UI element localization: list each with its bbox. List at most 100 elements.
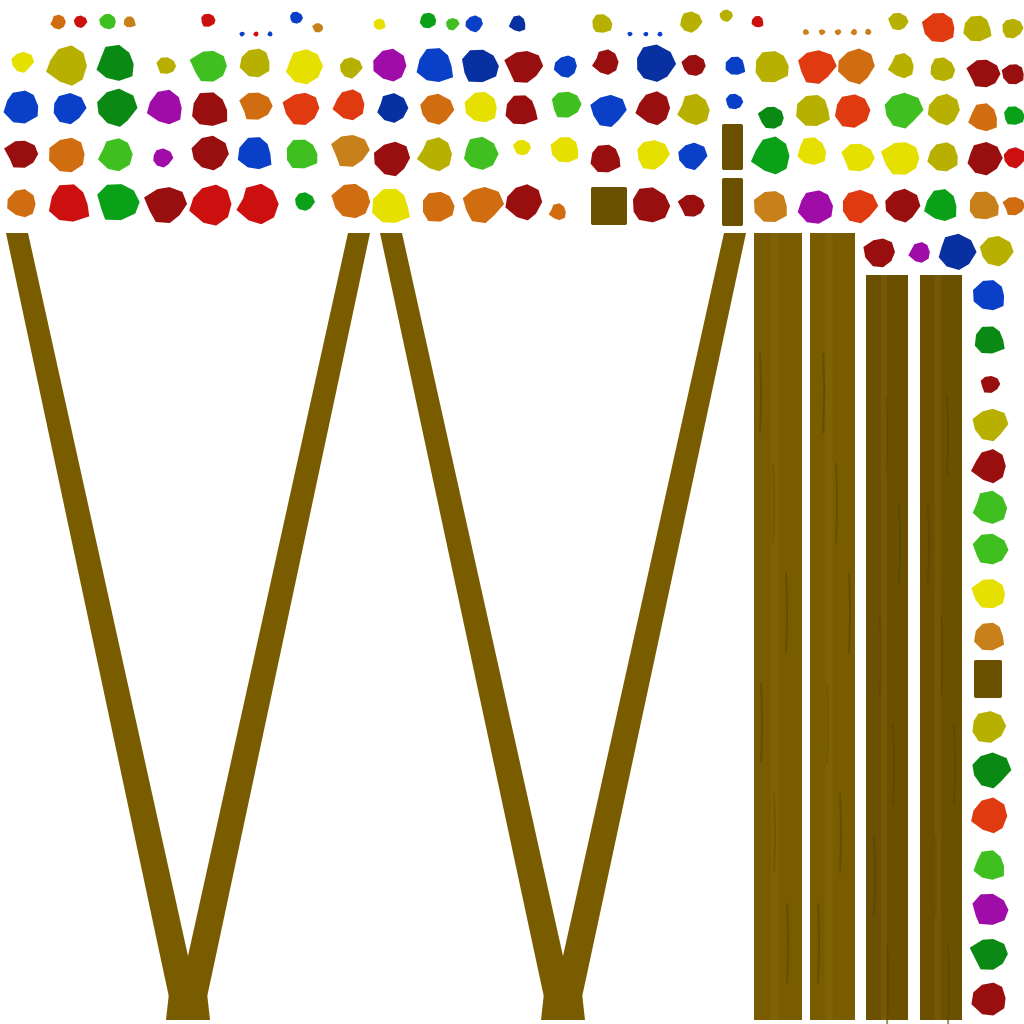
paint-swatch <box>551 91 582 118</box>
paint-swatch <box>97 88 138 127</box>
paint-swatch <box>927 142 958 172</box>
paint-swatch <box>850 28 857 36</box>
v-frame-right-bar <box>559 233 746 1020</box>
paint-swatch <box>286 49 324 85</box>
wood-grain-stripe <box>759 352 762 434</box>
paint-swatch <box>972 711 1007 743</box>
paint-swatch <box>590 94 627 127</box>
paint-swatch <box>462 49 499 83</box>
wood-grain-stripe <box>934 834 937 916</box>
wood-grain-stripe <box>927 504 930 586</box>
paint-swatch <box>725 93 744 110</box>
paint-swatch <box>553 55 577 78</box>
paint-swatch <box>156 57 177 74</box>
paint-swatch <box>462 187 505 224</box>
paint-swatch <box>331 135 370 167</box>
paint-swatch <box>968 103 997 132</box>
wood-grain-stripe <box>817 902 820 984</box>
paint-swatch <box>508 15 526 32</box>
paint-swatch <box>590 144 621 173</box>
paint-swatch <box>818 29 826 35</box>
wood-plank-highlight <box>880 275 887 1020</box>
paint-swatch <box>416 48 454 82</box>
paint-swatch <box>446 18 460 31</box>
wood-grain-stripe <box>953 724 956 806</box>
paint-swatch <box>372 188 410 223</box>
paint-swatch <box>7 189 36 218</box>
paint-swatch <box>423 191 455 222</box>
paint-swatch <box>972 752 1012 789</box>
paint-swatch <box>972 533 1009 565</box>
paint-swatch <box>921 13 955 43</box>
wood-grain-stripe <box>822 352 825 434</box>
paint-swatch <box>637 140 670 170</box>
paint-swatch <box>239 92 273 120</box>
paint-swatch <box>980 376 1001 393</box>
paint-swatch-group <box>3 9 1024 1016</box>
wood-grain-stripe <box>772 462 775 544</box>
wood-grain-stripe <box>940 614 943 696</box>
paint-swatch <box>464 136 499 170</box>
paint-swatch <box>377 93 409 123</box>
paint-swatch <box>53 93 87 125</box>
paint-swatch <box>678 142 708 171</box>
paint-swatch <box>465 15 483 33</box>
paint-swatch <box>189 184 232 226</box>
wood-grain-stripe <box>839 792 842 874</box>
paint-swatch <box>49 137 85 173</box>
paint-swatch <box>884 92 924 129</box>
paint-swatch <box>971 797 1008 834</box>
wood-grain-stripe <box>879 614 882 696</box>
paint-swatch <box>971 982 1006 1016</box>
wood-plank <box>810 233 855 1020</box>
v-frame-left-bar <box>380 233 567 1020</box>
paint-swatch <box>798 50 837 84</box>
wood-plank <box>754 233 802 1020</box>
paint-swatch <box>550 137 579 163</box>
wood-plank-highlight <box>825 233 833 1020</box>
paint-swatch <box>880 142 920 175</box>
wood-grain-stripe <box>892 724 895 806</box>
paint-swatch <box>971 449 1006 484</box>
paint-swatch <box>725 56 746 75</box>
paint-swatch <box>927 93 960 126</box>
v-frame-foot <box>166 984 210 1020</box>
wood-plank-highlight <box>770 233 778 1020</box>
paint-swatch <box>719 9 733 22</box>
paint-swatch <box>237 137 272 170</box>
paint-swatch <box>863 238 895 268</box>
wood-grain-stripe <box>946 394 949 476</box>
wood-block-group <box>591 124 1002 698</box>
paint-swatch <box>974 326 1005 354</box>
paint-swatch <box>967 142 1003 176</box>
paint-swatch <box>11 51 35 73</box>
paint-swatch <box>750 136 790 175</box>
paint-swatch <box>373 48 407 82</box>
paint-swatch <box>123 16 136 28</box>
paint-swatch <box>592 14 613 33</box>
paint-swatch <box>681 54 706 76</box>
paint-swatch <box>972 490 1008 524</box>
paint-swatch <box>973 850 1004 880</box>
paint-swatch <box>253 31 259 37</box>
wood-grain-stripe <box>835 462 838 544</box>
paint-swatch <box>864 28 872 35</box>
paint-swatch <box>290 11 303 24</box>
paint-swatch <box>189 50 227 82</box>
paint-swatch <box>4 140 39 168</box>
paint-swatch <box>48 184 90 222</box>
paint-swatch <box>885 188 921 223</box>
v-frame-group <box>6 233 746 1020</box>
paint-swatch <box>153 148 174 168</box>
wood-grain-stripe <box>786 902 789 984</box>
paint-swatch <box>592 49 619 75</box>
paint-swatch <box>979 235 1014 267</box>
paint-swatch <box>755 51 789 83</box>
paint-swatch <box>420 93 455 125</box>
paint-swatch <box>1002 18 1024 39</box>
wood-grain-stripe <box>898 504 901 586</box>
paint-swatch <box>643 31 649 37</box>
paint-swatch <box>267 31 273 37</box>
paint-swatch <box>751 15 764 28</box>
paint-swatch <box>73 15 88 28</box>
